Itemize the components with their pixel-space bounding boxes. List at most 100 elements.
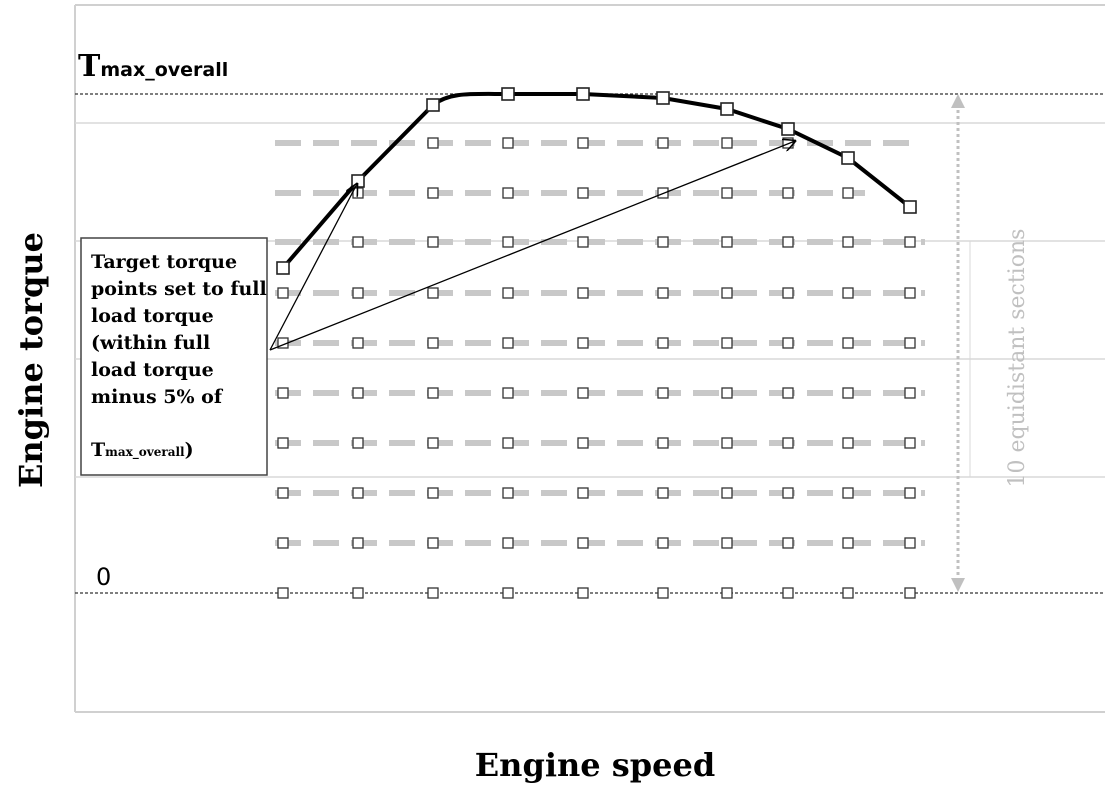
full-load-point <box>903 200 917 214</box>
target-point <box>502 287 514 299</box>
annotation-line-7: Tmax_overall) <box>91 439 194 461</box>
full-load-point <box>276 261 290 275</box>
annotation-box: Target torque points set to full load to… <box>80 237 268 476</box>
target-point <box>721 137 733 149</box>
target-point <box>427 337 439 349</box>
tmax-label: Tmax_overall <box>78 49 228 84</box>
annotation-line-4: (within full <box>91 332 210 354</box>
target-point <box>721 387 733 399</box>
annotation-line-5: load torque <box>91 359 214 381</box>
target-point <box>352 236 364 248</box>
target-point <box>721 187 733 199</box>
target-point <box>657 387 669 399</box>
target-point <box>502 487 514 499</box>
target-point <box>352 337 364 349</box>
target-point <box>657 487 669 499</box>
full-load-point <box>781 122 795 136</box>
target-point <box>782 437 794 449</box>
target-point <box>352 387 364 399</box>
target-point <box>577 587 589 599</box>
target-point <box>277 487 289 499</box>
full-load-point <box>841 151 855 165</box>
annotation-line-3: load torque <box>91 305 214 327</box>
target-point <box>577 537 589 549</box>
target-point <box>904 487 916 499</box>
target-point <box>577 387 589 399</box>
target-point <box>427 587 439 599</box>
sections-arrow <box>951 94 965 592</box>
target-point <box>577 437 589 449</box>
target-point <box>842 437 854 449</box>
full-load-point <box>656 91 670 105</box>
full-load-curve-points <box>276 87 917 275</box>
target-point <box>904 337 916 349</box>
target-point <box>842 337 854 349</box>
target-point <box>782 587 794 599</box>
y-axis-title: Engine torque <box>12 232 50 488</box>
target-point <box>657 236 669 248</box>
target-point <box>502 236 514 248</box>
target-point <box>577 287 589 299</box>
sections-label: 10 equidistant sections <box>1005 229 1030 488</box>
target-point <box>842 236 854 248</box>
target-point <box>721 537 733 549</box>
target-point <box>782 337 794 349</box>
target-point <box>782 236 794 248</box>
target-point <box>427 236 439 248</box>
target-point <box>502 387 514 399</box>
target-point <box>842 187 854 199</box>
target-point <box>277 587 289 599</box>
target-point <box>721 487 733 499</box>
annotation-line-2: points set to full <box>91 278 267 300</box>
full-load-point <box>501 87 515 101</box>
full-load-point <box>426 98 440 112</box>
target-point <box>904 437 916 449</box>
target-point <box>782 187 794 199</box>
target-point <box>721 587 733 599</box>
full-load-point <box>720 102 734 116</box>
target-point <box>427 187 439 199</box>
target-point <box>577 236 589 248</box>
target-point <box>277 287 289 299</box>
target-point <box>427 287 439 299</box>
target-point <box>502 137 514 149</box>
target-point <box>657 437 669 449</box>
target-point <box>657 537 669 549</box>
target-point <box>577 337 589 349</box>
annotation-line-6: minus 5% of <box>91 386 224 408</box>
target-point <box>904 587 916 599</box>
target-point <box>782 537 794 549</box>
x-axis-title: Engine speed <box>475 746 715 784</box>
target-point <box>277 537 289 549</box>
target-point <box>352 487 364 499</box>
zero-label: 0 <box>96 563 111 591</box>
target-point <box>577 137 589 149</box>
target-point <box>721 236 733 248</box>
target-point <box>721 437 733 449</box>
target-point <box>577 487 589 499</box>
full-load-point <box>576 87 590 101</box>
target-point <box>842 537 854 549</box>
target-point <box>657 337 669 349</box>
full-load-point <box>351 174 365 188</box>
target-point <box>904 236 916 248</box>
target-point <box>352 587 364 599</box>
target-point <box>842 287 854 299</box>
target-point <box>502 587 514 599</box>
target-point <box>782 287 794 299</box>
target-point <box>427 537 439 549</box>
target-point <box>427 437 439 449</box>
target-point <box>352 287 364 299</box>
target-point <box>721 287 733 299</box>
target-point <box>427 137 439 149</box>
target-point <box>427 387 439 399</box>
annotation-line-1: Target torque <box>91 251 237 273</box>
target-point <box>842 387 854 399</box>
target-point <box>904 287 916 299</box>
target-point <box>277 387 289 399</box>
target-point <box>904 537 916 549</box>
dashed-torque-levels <box>275 140 925 546</box>
target-point <box>842 587 854 599</box>
target-point <box>502 337 514 349</box>
